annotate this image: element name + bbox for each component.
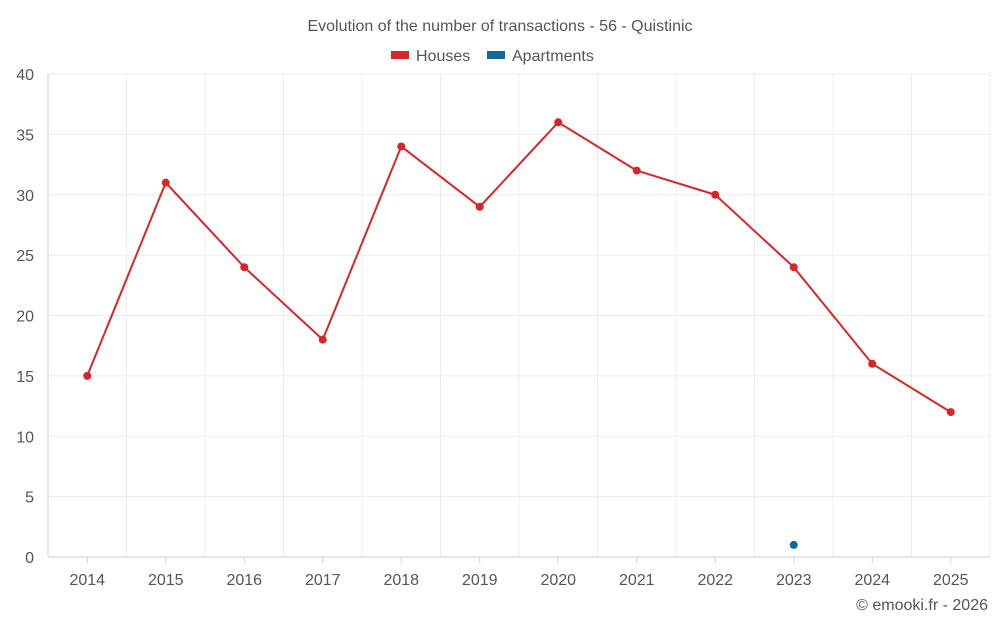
data-point-houses-2016[interactable] <box>240 263 249 272</box>
legend-swatch-apartments <box>487 51 505 59</box>
legend-label-apartments[interactable]: Apartments <box>512 48 594 65</box>
data-point-houses-2015[interactable] <box>161 178 170 187</box>
x-tick-label: 2019 <box>462 572 498 589</box>
data-point-houses-2025[interactable] <box>946 408 955 417</box>
data-point-houses-2019[interactable] <box>475 202 484 211</box>
y-tick-label: 10 <box>16 429 34 446</box>
data-point-houses-2020[interactable] <box>554 118 563 127</box>
x-tick-label: 2020 <box>540 572 576 589</box>
data-point-houses-2023[interactable] <box>789 263 798 272</box>
x-tick-label: 2018 <box>383 572 419 589</box>
data-point-houses-2014[interactable] <box>83 371 92 380</box>
x-tick-label: 2016 <box>226 572 262 589</box>
legend-swatch-houses <box>391 51 409 59</box>
y-tick-label: 20 <box>16 309 34 326</box>
plot-area <box>83 118 955 549</box>
data-point-houses-2022[interactable] <box>711 190 720 199</box>
data-point-houses-2021[interactable] <box>632 166 641 175</box>
y-tick-label: 15 <box>16 369 34 386</box>
x-tick-label: 2025 <box>933 572 969 589</box>
data-point-apartments-2023[interactable] <box>789 540 798 549</box>
x-tick-label: 2014 <box>69 572 105 589</box>
legend-label-houses[interactable]: Houses <box>416 48 470 65</box>
chart-title: Evolution of the number of transactions … <box>307 18 692 35</box>
data-point-houses-2018[interactable] <box>397 142 406 151</box>
copyright-footer: © emooki.fr - 2026 <box>856 597 988 614</box>
x-tick-label: 2015 <box>148 572 184 589</box>
y-tick-label: 30 <box>16 188 34 205</box>
series-line-houses <box>86 121 952 413</box>
data-point-houses-2024[interactable] <box>868 359 877 368</box>
x-tick-label: 2024 <box>854 572 890 589</box>
y-tick-label: 5 <box>25 490 34 507</box>
x-tick-label: 2017 <box>305 572 341 589</box>
data-point-houses-2017[interactable] <box>318 335 327 344</box>
x-tick-label: 2021 <box>619 572 655 589</box>
y-axis: 0 5 10 15 20 25 30 35 40 <box>16 67 34 567</box>
y-tick-label: 0 <box>25 550 34 567</box>
x-axis: 2014 2015 2016 2017 2018 2019 2020 2021 2022 2023… <box>47 74 990 589</box>
x-tick-label: 2022 <box>697 572 733 589</box>
y-tick-label: 25 <box>16 248 34 265</box>
x-tick-label: 2023 <box>776 572 812 589</box>
legend: Houses Apartments <box>391 48 594 65</box>
grid <box>47 73 991 558</box>
y-tick-label: 35 <box>16 127 34 144</box>
y-tick-label: 40 <box>16 67 34 84</box>
